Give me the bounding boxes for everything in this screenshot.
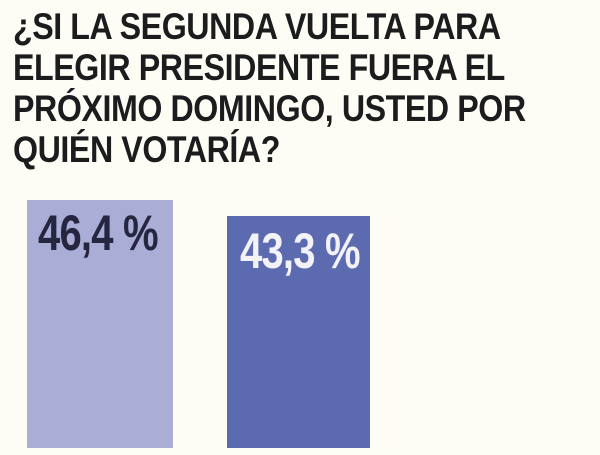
bar-1-value-label: 46,4 % [38,205,159,261]
question-line-1: ¿SI LA SEGUNDA VUELTA PARA [13,6,501,47]
bar-option-2: 43,3 % [227,216,370,448]
question-line-3: PRÓXIMO DOMINGO, USTED POR [13,88,526,129]
bar-option-1: 46,4 % [27,200,173,448]
question-line-2: ELEGIR PRESIDENTE FUERA EL [13,47,505,88]
bar-2-value-label: 43,3 % [240,223,361,279]
poll-question: ¿SI LA SEGUNDA VUELTA PARA ELEGIR PRESID… [13,6,526,170]
question-line-4: QUIÉN VOTARÍA? [13,129,280,170]
